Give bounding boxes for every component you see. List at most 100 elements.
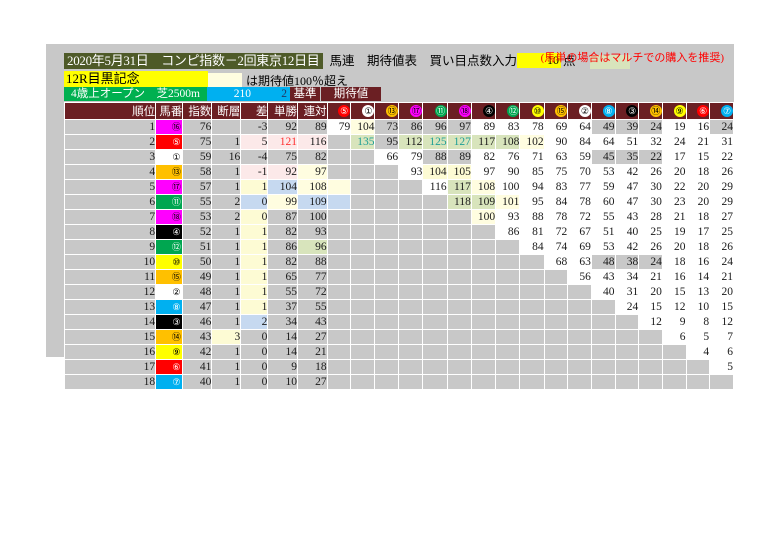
matrix-cell: 59 bbox=[567, 149, 592, 165]
horse-number-cell: ④ bbox=[155, 224, 184, 240]
matrix-cell: 15 bbox=[709, 299, 734, 315]
matrix-cell bbox=[495, 344, 521, 360]
rank-cell: 11 bbox=[63, 269, 157, 285]
matrix-cell: 24 bbox=[614, 299, 640, 315]
matrix-col-header-3: ⑬ bbox=[374, 102, 400, 120]
matrix-cell: 88 bbox=[422, 149, 448, 165]
matrix-cell: 20 bbox=[709, 284, 734, 300]
matrix-cell bbox=[446, 209, 472, 225]
sa-cell: 1 bbox=[240, 179, 269, 195]
matrix-cell bbox=[470, 224, 497, 240]
matrix-cell bbox=[567, 374, 592, 390]
sa-cell: 1 bbox=[240, 269, 269, 285]
danso-cell: 1 bbox=[211, 239, 242, 255]
matrix-cell bbox=[326, 359, 352, 375]
matrix-cell: 63 bbox=[567, 254, 592, 270]
horse-number-circle-icon: ⑱ bbox=[170, 211, 183, 223]
matrix-cell bbox=[398, 239, 424, 255]
matrix-cell bbox=[374, 374, 400, 390]
danso-cell: 1 bbox=[211, 134, 242, 150]
matrix-cell: 70 bbox=[567, 164, 592, 180]
horse-number-circle-icon: ⑤ bbox=[338, 105, 351, 117]
matrix-cell: 64 bbox=[567, 119, 592, 135]
matrix-cell bbox=[326, 314, 352, 330]
table-body: 1 ⑯ 76 -3 92 89 79 104 73 86 96 97 89 83 78 69 64 49 39 24 1… bbox=[63, 119, 734, 390]
col-rentai: 連対 bbox=[296, 102, 328, 120]
matrix-cell: 59 bbox=[590, 179, 616, 195]
matrix-cell: 43 bbox=[590, 269, 616, 285]
horse-number-circle-icon: ⑭ bbox=[170, 331, 183, 343]
matrix-cell: 116 bbox=[422, 179, 448, 195]
matrix-cell bbox=[422, 269, 448, 285]
matrix-cell bbox=[614, 374, 640, 390]
sa-cell: 1 bbox=[240, 254, 269, 270]
matrix-cell: 56 bbox=[567, 269, 592, 285]
race-number-2: 2 bbox=[255, 87, 290, 101]
matrix-cell: 4 bbox=[685, 344, 711, 360]
points-input[interactable]: 10 bbox=[517, 53, 562, 68]
rank-cell: 6 bbox=[63, 194, 157, 210]
shisuu-cell: 76 bbox=[182, 119, 213, 135]
tansho-cell: 87 bbox=[267, 209, 298, 225]
danso-cell: 1 bbox=[211, 254, 242, 270]
matrix-cell: 45 bbox=[590, 149, 616, 165]
matrix-cell bbox=[422, 194, 448, 210]
rentai-cell: 93 bbox=[296, 224, 328, 240]
matrix-cell: 69 bbox=[567, 239, 592, 255]
tansho-cell: 104 bbox=[267, 179, 298, 195]
kitaichi-label: 期待値 bbox=[321, 87, 381, 101]
matrix-cell: 38 bbox=[614, 254, 640, 270]
horse-number-cell: ⑥ bbox=[155, 359, 184, 375]
matrix-cell bbox=[495, 359, 521, 375]
matrix-cell: 20 bbox=[661, 239, 687, 255]
matrix-cell: 29 bbox=[709, 194, 734, 210]
matrix-cell bbox=[495, 329, 521, 345]
matrix-cell bbox=[326, 134, 352, 150]
tansho-cell: 92 bbox=[267, 164, 298, 180]
matrix-cell bbox=[422, 239, 448, 255]
rank-cell: 18 bbox=[63, 374, 157, 390]
tansho-cell: 82 bbox=[267, 224, 298, 240]
matrix-cell bbox=[350, 149, 376, 165]
tansho-cell: 9 bbox=[267, 359, 298, 375]
horse-number-circle-icon: ④ bbox=[170, 226, 183, 238]
horse-number-cell: ① bbox=[155, 149, 184, 165]
rentai-cell: 89 bbox=[296, 119, 328, 135]
matrix-col-header-1: ⑤ bbox=[326, 102, 352, 120]
matrix-cell: 84 bbox=[543, 194, 569, 210]
table-row: 4 ⑬ 58 1 -1 92 97 93 104 105 97 90 85 75 70 53 42 26 20 18 2… bbox=[63, 164, 734, 180]
tansho-cell: 10 bbox=[267, 374, 298, 390]
danso-cell: 2 bbox=[211, 194, 242, 210]
tansho-cell: 92 bbox=[267, 119, 298, 135]
horse-number-cell: ⑩ bbox=[155, 254, 184, 270]
matrix-cell: 6 bbox=[709, 344, 734, 360]
matrix-cell: 18 bbox=[685, 239, 711, 255]
shisuu-cell: 41 bbox=[182, 359, 213, 375]
matrix-cell bbox=[422, 224, 448, 240]
matrix-cell bbox=[350, 329, 376, 345]
sa-cell: 0 bbox=[240, 374, 269, 390]
shisuu-cell: 47 bbox=[182, 299, 213, 315]
matrix-cell: 47 bbox=[614, 194, 640, 210]
matrix-cell bbox=[326, 269, 352, 285]
matrix-cell bbox=[470, 359, 497, 375]
table-kind-label: 馬連 期待値表 買い目点数入力 bbox=[329, 54, 518, 68]
danso-cell: 1 bbox=[211, 344, 242, 360]
matrix-cell bbox=[326, 284, 352, 300]
matrix-cell: 42 bbox=[614, 239, 640, 255]
sa-cell: -1 bbox=[240, 164, 269, 180]
matrix-cell: 53 bbox=[590, 164, 616, 180]
horse-number-cell: ⑮ bbox=[155, 269, 184, 285]
matrix-col-header-14: ⑭ bbox=[638, 102, 663, 120]
matrix-cell bbox=[638, 344, 663, 360]
matrix-cell bbox=[350, 299, 376, 315]
matrix-cell: 127 bbox=[446, 134, 472, 150]
horse-number-circle-icon: ⑨ bbox=[170, 346, 183, 358]
matrix-col-header-6: ⑱ bbox=[446, 102, 472, 120]
matrix-cell bbox=[661, 344, 687, 360]
matrix-cell bbox=[374, 179, 400, 195]
matrix-cell bbox=[446, 344, 472, 360]
sa-cell: 0 bbox=[240, 194, 269, 210]
matrix-cell: 83 bbox=[543, 179, 569, 195]
